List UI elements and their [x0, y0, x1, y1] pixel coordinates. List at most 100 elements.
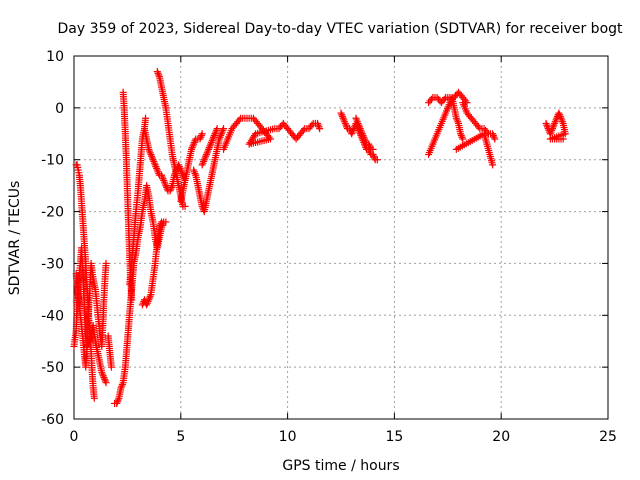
data-point — [202, 151, 210, 159]
series-trace-u — [542, 109, 569, 143]
data-point — [558, 116, 566, 124]
data-point — [155, 223, 163, 231]
data-point — [557, 114, 565, 122]
data-point — [210, 132, 218, 140]
series-trace-k — [177, 130, 206, 205]
data-point — [207, 138, 215, 146]
data-point — [162, 182, 170, 190]
y-tick-labels: -60 -50 -40 -30 -20 -10 0 10 — [41, 49, 64, 428]
data-point — [102, 259, 110, 267]
data-point — [157, 220, 165, 228]
data-point — [489, 161, 497, 169]
data-point — [98, 368, 106, 376]
data-point — [353, 118, 361, 126]
data-point — [150, 159, 158, 167]
y-tick-label: 0 — [55, 101, 64, 117]
data-point — [200, 156, 208, 164]
data-point — [543, 121, 551, 129]
series-trace-m — [198, 125, 221, 169]
data-point — [212, 128, 220, 136]
data-point — [98, 370, 106, 378]
data-point — [491, 135, 499, 143]
data-point — [117, 384, 125, 392]
data-point — [365, 140, 373, 148]
series-trace-t — [452, 130, 497, 169]
grid — [74, 56, 608, 419]
data-point — [158, 171, 166, 179]
x-tick-label: 20 — [492, 429, 510, 445]
data-point — [206, 142, 214, 150]
data-point — [156, 221, 164, 229]
data-point — [190, 138, 198, 146]
data-point — [203, 149, 211, 157]
data-point — [190, 168, 198, 176]
series-trace-l — [190, 125, 228, 216]
data-point — [337, 109, 345, 117]
data-point — [190, 140, 198, 148]
data-point — [167, 185, 175, 193]
series-trace-s — [459, 99, 499, 143]
data-point — [152, 163, 160, 171]
data-point — [341, 118, 349, 126]
data-point — [107, 363, 115, 371]
data-point — [101, 375, 109, 383]
data-point — [148, 152, 156, 160]
data-point — [489, 130, 497, 138]
data-point — [558, 118, 566, 126]
series-trace-c — [72, 259, 110, 371]
data-point — [155, 71, 163, 79]
data-point — [208, 137, 216, 145]
x-axis-label: GPS time / hours — [282, 458, 399, 474]
data-point — [370, 152, 378, 160]
data-point — [118, 380, 126, 388]
data-point — [348, 128, 356, 136]
data-point — [360, 135, 368, 143]
series-trace-f — [119, 88, 136, 304]
data-point — [204, 147, 212, 155]
data-point — [146, 292, 154, 300]
data-point — [148, 154, 156, 162]
data-point — [365, 142, 373, 150]
data-point — [145, 294, 153, 302]
data-point — [160, 176, 168, 184]
data-point — [338, 113, 346, 120]
data-point — [357, 126, 365, 134]
data-point — [198, 130, 206, 138]
data-point — [315, 123, 323, 131]
data-point — [348, 130, 356, 138]
data-point — [145, 296, 153, 304]
data-point — [153, 166, 161, 174]
data-point — [213, 125, 221, 133]
data-point — [128, 296, 136, 304]
data-point — [314, 119, 322, 127]
data-point — [556, 111, 564, 119]
data-point — [147, 151, 155, 159]
y-axis-label: SDTVAR / TECUs — [7, 181, 23, 296]
data-point — [160, 178, 168, 186]
x-tick-label: 15 — [385, 429, 403, 445]
data-point — [118, 382, 126, 390]
data-point — [299, 126, 307, 134]
data-point — [548, 125, 556, 133]
data-point — [153, 68, 161, 76]
data-point — [339, 114, 347, 122]
data-point — [189, 142, 197, 150]
data-point — [187, 145, 195, 153]
data-point — [551, 118, 559, 126]
data-point — [196, 135, 204, 143]
data-point — [177, 166, 185, 174]
data-point — [142, 114, 150, 122]
data-point — [150, 157, 158, 165]
data-point — [338, 111, 346, 119]
data-point — [354, 119, 362, 127]
data-point — [548, 126, 556, 134]
data-point — [217, 132, 225, 140]
series-trace-o — [337, 109, 381, 164]
series-trace-e — [111, 182, 170, 407]
series-trace-g — [126, 114, 150, 288]
data-point — [373, 156, 381, 164]
data-point — [235, 116, 243, 124]
data-point — [474, 123, 482, 131]
data-point — [459, 135, 467, 143]
